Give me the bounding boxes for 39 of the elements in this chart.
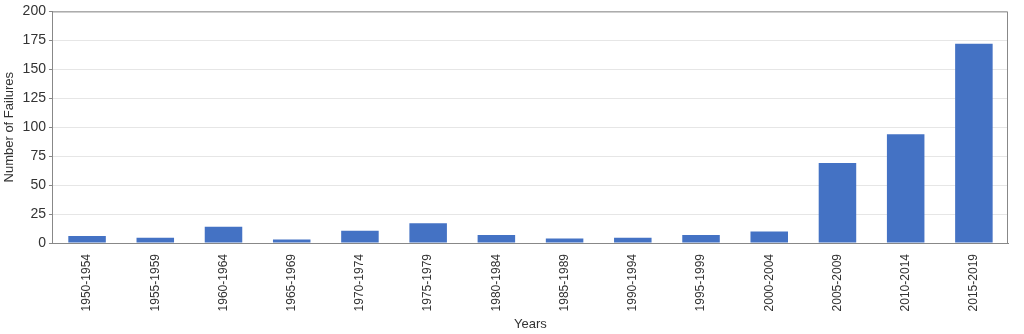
x-tick-label: 2015-2019: [966, 253, 981, 312]
y-tick-label: 75: [30, 147, 47, 164]
bar: [614, 237, 652, 243]
x-tick-label: 1990-1994: [625, 253, 640, 312]
x-tick-label: 1960-1964: [215, 253, 230, 312]
x-tick-label: 2010-2014: [897, 253, 912, 312]
y-tick-label: 50: [30, 175, 47, 192]
bar: [477, 234, 516, 243]
x-axis-title: Years: [514, 315, 548, 331]
bar: [68, 236, 106, 243]
bar: [136, 237, 175, 243]
bar: [818, 163, 857, 243]
x-tick-label: 1995-1999: [693, 253, 708, 312]
y-tick-label: 200: [22, 2, 47, 19]
bar: [886, 134, 925, 243]
bar: [750, 231, 788, 243]
x-tick-label: 2005-2009: [829, 253, 844, 312]
y-tick-label: 25: [30, 204, 47, 221]
bar: [272, 239, 311, 243]
y-tick-label: 150: [22, 60, 47, 77]
x-tick-label: 1985-1989: [556, 253, 571, 312]
bar: [682, 234, 720, 243]
y-tick-label: 0: [38, 233, 47, 250]
x-tick-label: 1980-1984: [488, 253, 503, 312]
y-tick-label: 100: [22, 118, 47, 135]
x-tick-label: 1950-1954: [79, 253, 94, 312]
bar: [955, 43, 993, 243]
x-tick-label: 1975-1979: [420, 253, 435, 312]
bar: [545, 238, 584, 243]
x-tick-label: 1955-1959: [147, 253, 162, 312]
x-tick-label: 1970-1974: [352, 253, 367, 312]
x-tick-label: 2000-2004: [761, 253, 776, 312]
bar: [409, 223, 447, 243]
y-tick-label: 175: [22, 31, 47, 48]
x-tick-label: 1965-1969: [284, 253, 299, 312]
y-axis-title: Number of Failures: [1, 71, 17, 183]
bar: [204, 226, 243, 243]
y-tick-label: 125: [22, 89, 47, 106]
bar: [341, 230, 379, 243]
